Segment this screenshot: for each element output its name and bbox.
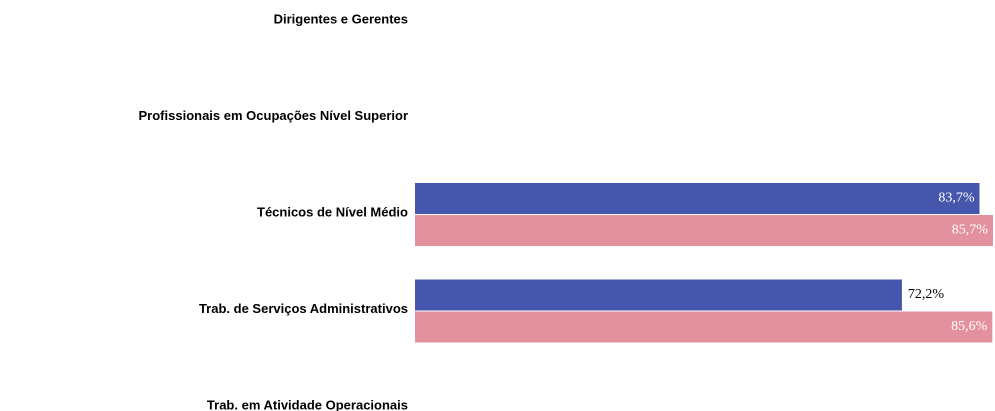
bar: [415, 183, 980, 214]
bar: [415, 215, 993, 246]
category-label: Profissionais em Ocupações Nível Superio…: [139, 108, 408, 123]
bar: [415, 311, 993, 343]
value-label: 85,6%: [951, 319, 988, 334]
value-label: 83,7%: [938, 191, 975, 206]
category-label: Trab. em Atividade Operacionais: [207, 397, 408, 411]
category-label: Dirigentes e Gerentes: [274, 11, 408, 26]
category-label: Trab. de Serviços Administrativos: [199, 301, 408, 316]
bar: [415, 279, 902, 311]
value-label: 72,2%: [908, 287, 945, 302]
value-label: 85,7%: [952, 223, 989, 238]
category-label: Técnicos de Nível Médio: [257, 204, 408, 219]
